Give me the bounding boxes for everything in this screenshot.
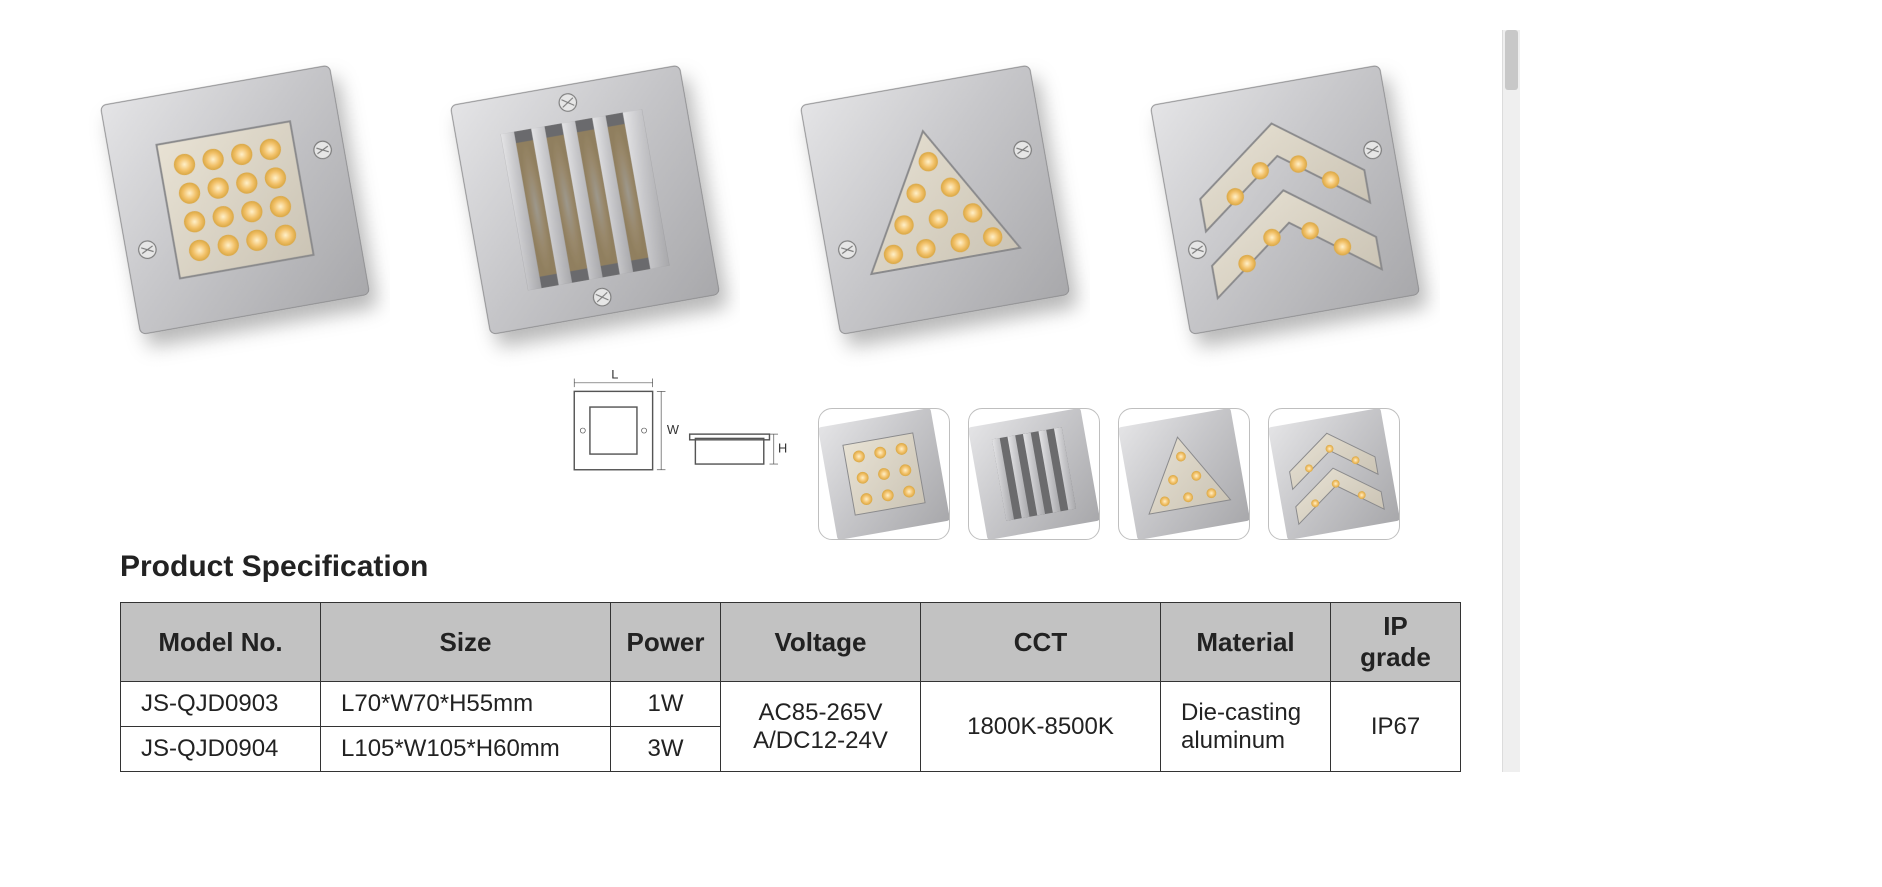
cell-cct: 1800K-8500K bbox=[921, 682, 1161, 772]
dim-label-H: H bbox=[778, 441, 787, 456]
cell-model: JS-QJD0904 bbox=[121, 727, 321, 772]
cell-material: Die-casting aluminum bbox=[1161, 682, 1331, 772]
col-model: Model No. bbox=[121, 603, 321, 682]
dimensional-drawing: L W H bbox=[560, 370, 788, 540]
table-row: JS-QJD0903 L70*W70*H55mm 1W AC85-265V A/… bbox=[121, 682, 1461, 727]
table-header-row: Model No. Size Power Voltage CCT Materia… bbox=[121, 603, 1461, 682]
thumb-plain bbox=[818, 408, 950, 540]
thumb-chevron bbox=[1268, 408, 1400, 540]
col-power: Power bbox=[611, 603, 721, 682]
mid-row: L W H bbox=[20, 370, 1500, 540]
product-image-triangle bbox=[780, 20, 1090, 370]
spec-title: Product Specification bbox=[120, 550, 1500, 584]
col-material: Material bbox=[1161, 603, 1331, 682]
col-size: Size bbox=[321, 603, 611, 682]
thumb-grille bbox=[968, 408, 1100, 540]
product-image-chevron bbox=[1130, 20, 1440, 370]
cell-model: JS-QJD0903 bbox=[121, 682, 321, 727]
cell-size: L70*W70*H55mm bbox=[321, 682, 611, 727]
cell-voltage: AC85-265V A/DC12-24V bbox=[721, 682, 921, 772]
col-ip: IP grade bbox=[1331, 603, 1461, 682]
product-image-plain bbox=[80, 20, 390, 370]
thumbnail-row bbox=[818, 408, 1400, 540]
right-scrollbar[interactable] bbox=[1502, 30, 1520, 772]
cell-ip: IP67 bbox=[1331, 682, 1461, 772]
cell-power: 3W bbox=[611, 727, 721, 772]
col-cct: CCT bbox=[921, 603, 1161, 682]
spec-table: Model No. Size Power Voltage CCT Materia… bbox=[120, 602, 1461, 772]
cell-size: L105*W105*H60mm bbox=[321, 727, 611, 772]
col-voltage: Voltage bbox=[721, 603, 921, 682]
thumb-triangle bbox=[1118, 408, 1250, 540]
dim-label-L: L bbox=[611, 370, 618, 382]
dim-label-W: W bbox=[667, 422, 680, 437]
product-image-grille bbox=[430, 20, 740, 370]
cell-power: 1W bbox=[611, 682, 721, 727]
product-images-row bbox=[20, 0, 1500, 370]
